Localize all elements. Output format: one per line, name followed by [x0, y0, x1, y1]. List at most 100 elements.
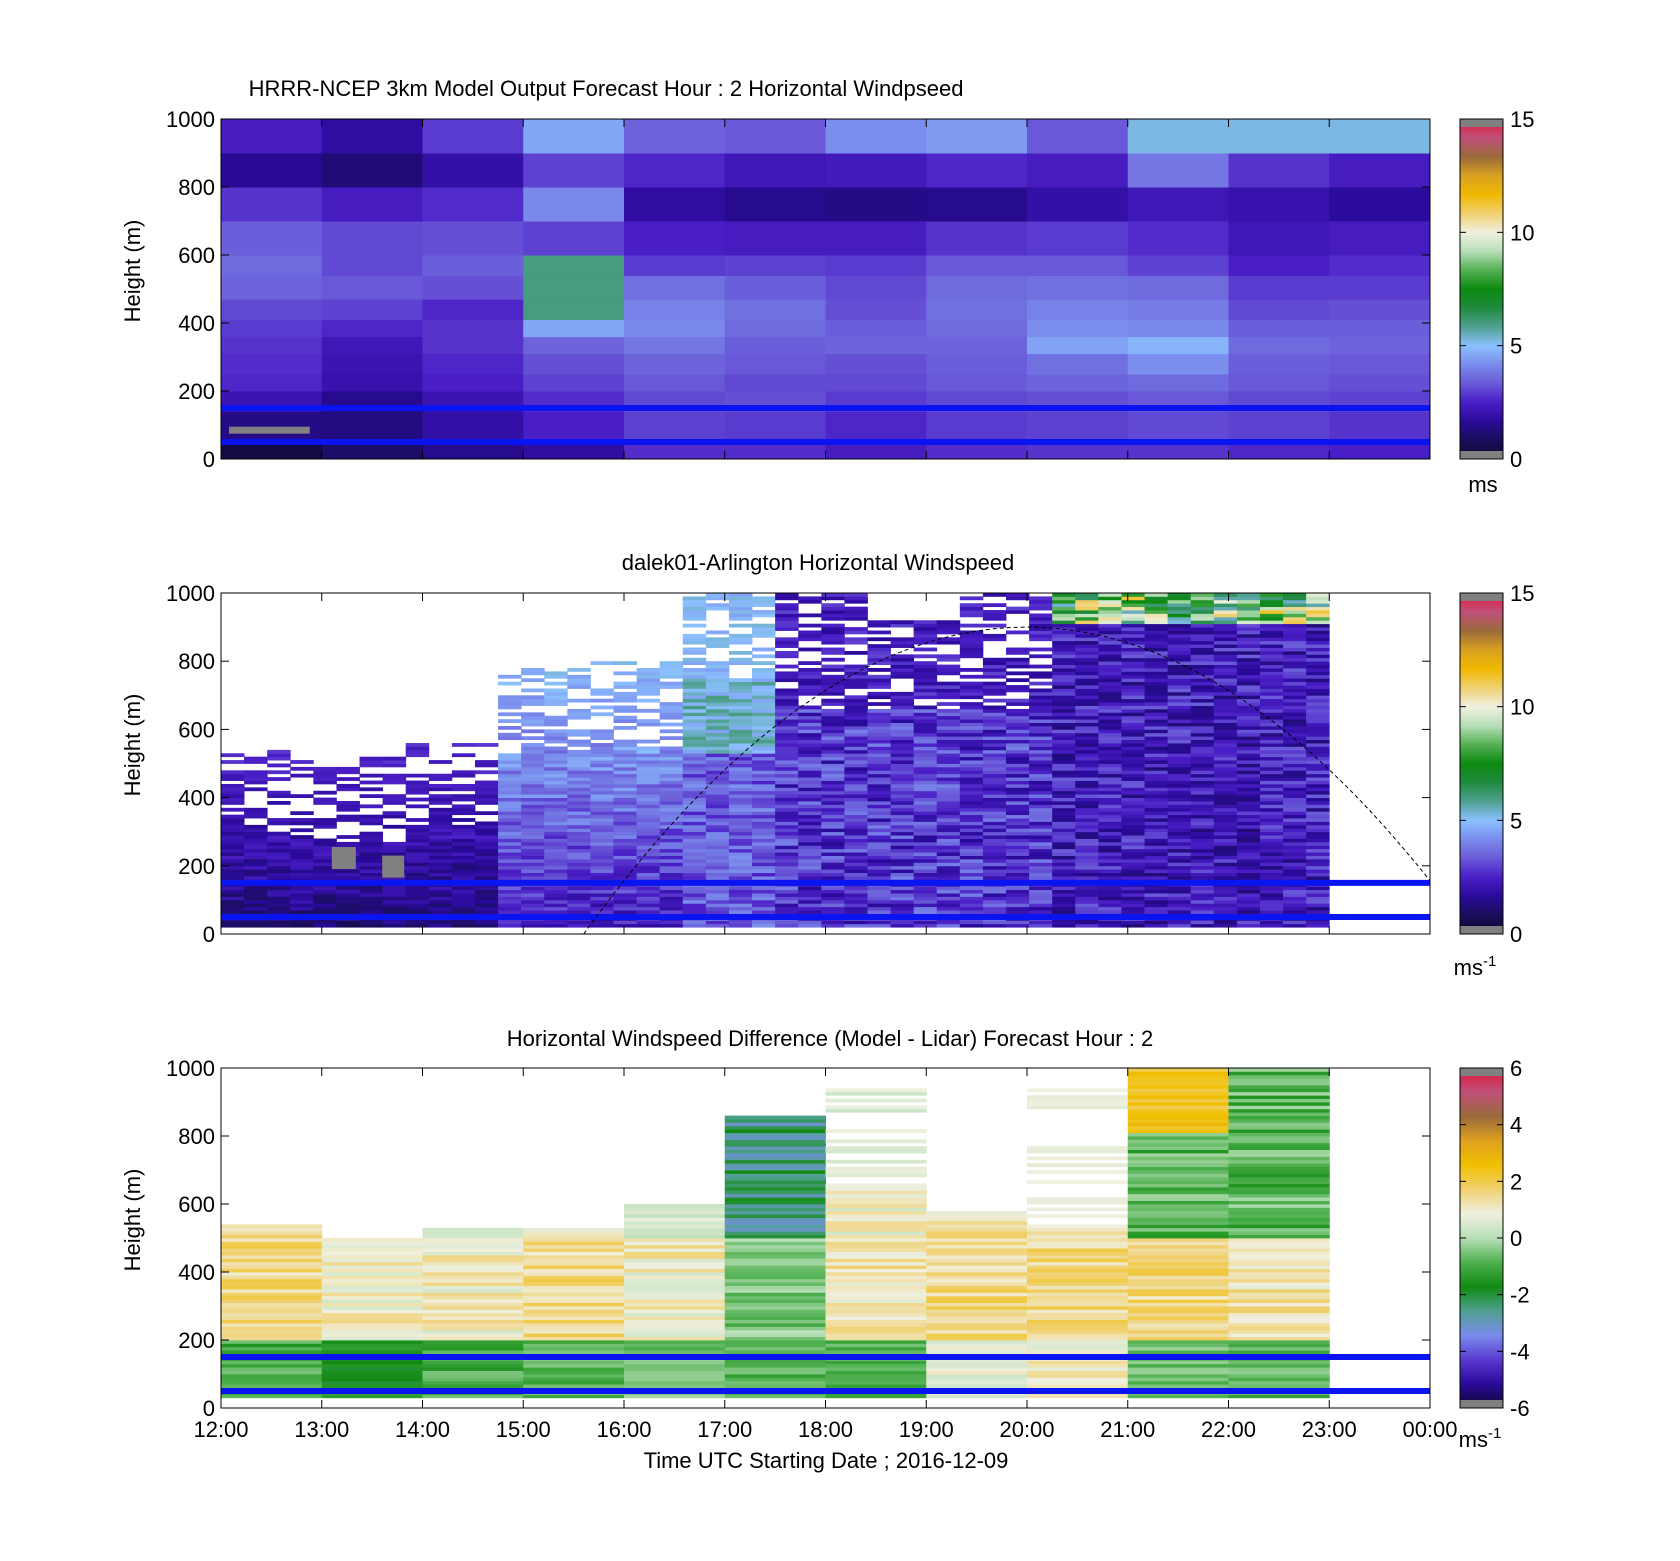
heat-cell — [221, 841, 245, 846]
panel-title: HRRR-NCEP 3km Model Output Forecast Hour… — [249, 76, 964, 101]
heat-cell — [890, 719, 915, 723]
heat-cell — [752, 811, 776, 816]
heat-cell — [1052, 920, 1076, 925]
heat-cell — [867, 838, 891, 843]
heat-cell — [1213, 787, 1238, 792]
heat-cell — [321, 353, 423, 375]
heat-cell — [724, 336, 826, 355]
heat-cell — [1029, 804, 1053, 809]
heat-cell — [544, 865, 568, 870]
heat-cell — [321, 1299, 423, 1303]
heat-cell — [1167, 886, 1192, 891]
heat-cell — [728, 835, 753, 839]
colorbar-gradient — [1460, 593, 1503, 934]
heat-cell — [890, 623, 915, 628]
heat-cell — [1228, 374, 1330, 392]
colorbar-overflow — [1460, 1068, 1503, 1076]
heat-cell — [1259, 657, 1284, 662]
heat-cell — [544, 739, 568, 744]
heat-cell — [422, 1241, 524, 1246]
heat-cell — [1228, 255, 1330, 276]
heat-cell — [1306, 760, 1330, 764]
heat-cell — [825, 1234, 927, 1239]
heat-cell — [1052, 872, 1076, 877]
heat-cell — [798, 729, 822, 734]
heat-cell — [926, 1214, 1028, 1218]
heat-cell — [1259, 855, 1284, 860]
heat-cell — [567, 923, 591, 928]
heat-cell — [636, 797, 661, 802]
heat-cell — [728, 821, 753, 826]
heat-cell — [844, 923, 868, 928]
heat-cell — [1213, 708, 1238, 713]
heat-cell — [1259, 845, 1284, 850]
heat-cell — [682, 715, 707, 720]
heat-cell — [1075, 780, 1099, 785]
heat-cell — [1027, 1282, 1129, 1286]
heat-cell — [313, 821, 337, 826]
heat-cell — [659, 722, 684, 727]
heat-cell — [1098, 650, 1122, 655]
heat-cell — [890, 698, 915, 703]
heat-cell — [775, 876, 799, 880]
heat-cell — [821, 668, 845, 672]
heat-cell — [1144, 824, 1169, 829]
heat-cell — [1283, 831, 1307, 836]
heat-cell — [1127, 1129, 1229, 1133]
heat-cell — [1283, 787, 1307, 792]
heat-cell — [1213, 644, 1238, 648]
heat-cell — [544, 797, 568, 802]
heat-cell — [1127, 374, 1229, 392]
heat-cell — [867, 681, 891, 686]
heat-cell — [1283, 640, 1307, 645]
heat-cell — [405, 852, 430, 856]
heat-cell — [913, 790, 938, 795]
heat-cell — [1190, 899, 1215, 904]
heat-cell — [1121, 647, 1145, 652]
heat-cell — [705, 920, 730, 925]
heat-cell — [890, 746, 915, 751]
heat-cell — [728, 678, 753, 683]
heat-cell — [682, 824, 707, 829]
heat-cell — [267, 801, 291, 805]
heat-cell — [1259, 633, 1284, 638]
y-axis-label: Height (m) — [120, 220, 145, 323]
heat-cell — [1213, 749, 1238, 754]
heat-cell — [474, 893, 499, 897]
heat-cell — [982, 685, 1007, 689]
heat-cell — [1306, 828, 1330, 833]
heat-cell — [221, 814, 245, 819]
heat-cell — [1236, 855, 1261, 860]
heat-cell — [613, 705, 637, 710]
heat-cell — [521, 668, 545, 672]
heat-cell — [451, 869, 476, 874]
heat-cell — [1127, 1363, 1229, 1368]
heat-cell — [890, 644, 915, 648]
heat-cell — [221, 862, 245, 867]
heat-cell — [523, 1363, 625, 1368]
heat-cell — [959, 872, 984, 877]
heat-cell — [1228, 1221, 1330, 1225]
heat-cell — [544, 702, 568, 706]
heat-cell — [728, 613, 753, 618]
heat-cell — [724, 1241, 826, 1246]
heat-cell — [1029, 739, 1053, 744]
heat-cell — [1075, 695, 1099, 700]
heat-cell — [267, 777, 291, 781]
heat-cell — [1029, 708, 1053, 713]
heat-cell — [1190, 787, 1215, 792]
heat-cell — [1213, 906, 1238, 911]
heat-cell — [926, 374, 1028, 392]
heat-cell — [221, 1299, 323, 1303]
heat-cell — [1236, 899, 1261, 904]
heat-cell — [1228, 1085, 1330, 1089]
heat-cell — [936, 899, 961, 904]
heat-cell — [1306, 593, 1330, 597]
heat-cell — [1075, 647, 1099, 652]
heat-cell — [659, 824, 684, 829]
heat-cell — [913, 835, 938, 839]
heat-cell — [867, 630, 891, 635]
heat-cell — [913, 732, 938, 737]
heat-cell — [590, 858, 614, 863]
heat-cell — [221, 893, 245, 897]
